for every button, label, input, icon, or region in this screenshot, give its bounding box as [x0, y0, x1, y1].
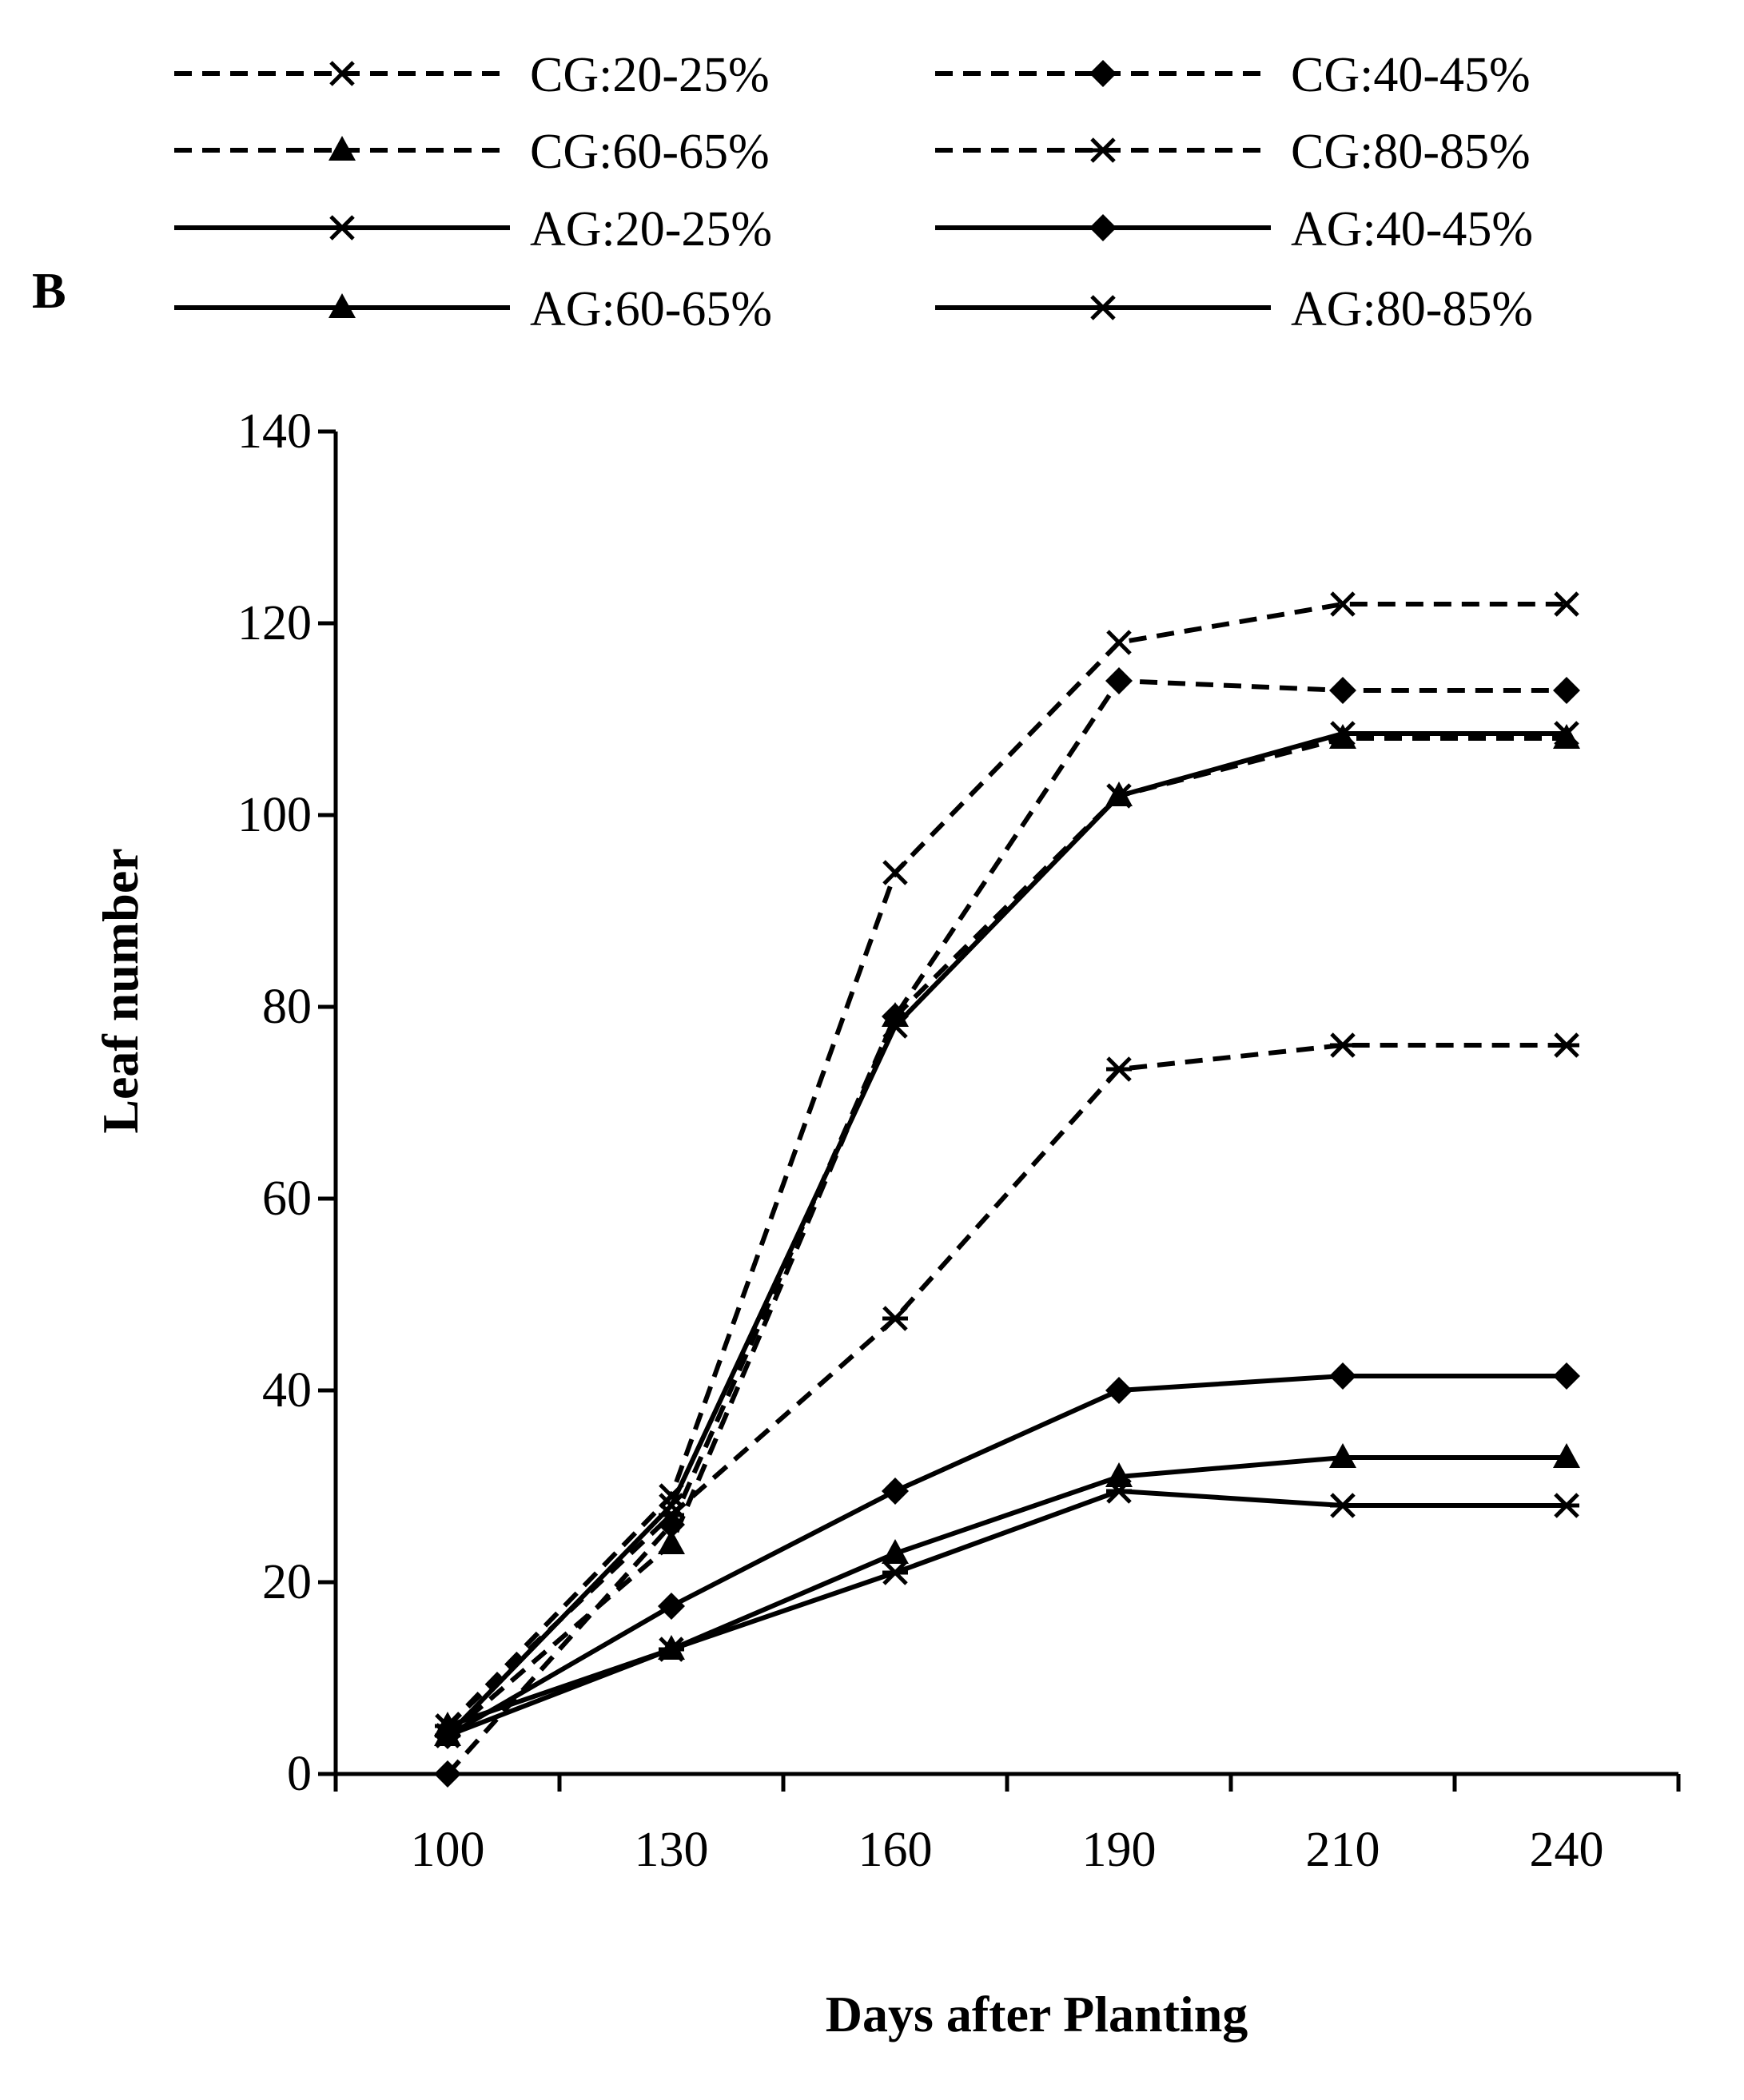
- y-tick-label: 100: [237, 788, 312, 842]
- x-tick-label: 240: [1530, 1823, 1604, 1877]
- legend-marker: [329, 61, 355, 86]
- series-cg-60-65-: [434, 724, 1580, 1746]
- legend-label: CG:80-85%: [1291, 125, 1531, 179]
- legend-label: CG:40-45%: [1291, 48, 1531, 102]
- data-point: [1554, 1493, 1579, 1518]
- series-line: [446, 1489, 1567, 1738]
- data-point: [1329, 1362, 1356, 1390]
- legend: CG:20-25% CG:40-45% CG:60-65% CG:80-85% AG:2…: [174, 48, 1533, 336]
- x-axis-title: Days after Planting: [826, 1986, 1248, 2042]
- series-ag-60-65-: [434, 1443, 1580, 1736]
- legend-item: CG:60-65%: [174, 125, 770, 179]
- data-point: [1105, 1462, 1133, 1487]
- y-tick-label: 80: [262, 980, 312, 1034]
- legend-label: AG:60-65%: [530, 282, 772, 336]
- data-point: [1106, 783, 1132, 809]
- x-tick-label: 100: [411, 1823, 485, 1877]
- series-cg-80-85-: [435, 1032, 1579, 1739]
- data-point: [1106, 630, 1132, 655]
- data-point: [882, 1478, 909, 1505]
- legend-item: AG:20-25%: [174, 202, 772, 257]
- series-line: [445, 678, 1567, 1776]
- series-line: [445, 602, 1567, 1728]
- x-tick-label: 210: [1306, 1823, 1380, 1877]
- x-tick-label: 160: [858, 1823, 933, 1877]
- data-point: [658, 1529, 685, 1554]
- data-point: [435, 1723, 460, 1748]
- data-point: [1554, 1032, 1579, 1058]
- series-ag-80-85-: [435, 1478, 1579, 1748]
- data-point: [882, 1013, 908, 1039]
- data-point: [882, 1560, 908, 1585]
- data-point: [1329, 1443, 1356, 1468]
- y-tick-label: 60: [262, 1171, 312, 1226]
- data-point: [1554, 721, 1579, 746]
- legend-item: AG:40-45%: [935, 202, 1533, 257]
- y-axis-title: Leaf number: [92, 848, 149, 1133]
- data-point: [1330, 1032, 1356, 1058]
- data-point: [1329, 677, 1356, 704]
- legend-marker: [1089, 214, 1117, 241]
- legend-marker: [1090, 295, 1116, 320]
- y-tick-label: 140: [237, 404, 312, 459]
- series-line: [447, 1455, 1567, 1728]
- axes: 0 20 40 60 80 100 120 140 100 130 160 190 210 240: [237, 404, 1681, 1877]
- legend-marker: [329, 215, 355, 241]
- data-point: [882, 1306, 908, 1331]
- legend-label: CG:20-25%: [530, 48, 770, 102]
- legend-marker: [328, 136, 356, 161]
- legend-label: CG:60-65%: [530, 125, 770, 179]
- legend-label: AG:20-25%: [530, 202, 772, 257]
- data-point: [1105, 1377, 1133, 1404]
- legend-marker: [328, 293, 356, 318]
- y-tick-label: 20: [262, 1555, 312, 1609]
- panel-label: B: [32, 262, 66, 319]
- legend-label: AG:40-45%: [1291, 202, 1533, 257]
- legend-item: AG:80-85%: [935, 282, 1533, 336]
- legend-item: CG:20-25%: [174, 48, 770, 102]
- data-point: [882, 860, 908, 885]
- data-point: [1105, 667, 1133, 694]
- series-ag-20-25-: [435, 721, 1579, 1748]
- series-line: [446, 1374, 1567, 1738]
- y-tick-label: 0: [287, 1747, 312, 1801]
- data-point: [1106, 1056, 1132, 1082]
- data-point: [882, 1539, 909, 1564]
- data-point: [1330, 591, 1356, 617]
- legend-marker: [1089, 60, 1117, 87]
- legend-marker: [1090, 137, 1116, 163]
- legend-label: AG:80-85%: [1291, 282, 1533, 336]
- series-cg-20-25-: [435, 591, 1579, 1739]
- data-point: [1553, 1362, 1580, 1390]
- data-point: [434, 1760, 461, 1788]
- data-point: [659, 1637, 684, 1662]
- data-point: [1553, 1443, 1580, 1468]
- series-ag-40-45-: [434, 1362, 1580, 1749]
- data-point: [1330, 1493, 1356, 1518]
- data-point: [1330, 721, 1356, 746]
- legend-item: CG:80-85%: [935, 125, 1531, 179]
- y-tick-label: 40: [262, 1363, 312, 1418]
- data-point: [1106, 1478, 1132, 1504]
- x-tick-label: 130: [635, 1823, 709, 1877]
- y-tick-label: 120: [237, 596, 312, 650]
- series-cg-40-45-: [434, 667, 1580, 1788]
- legend-item: CG:40-45%: [935, 48, 1531, 102]
- data-point: [1554, 591, 1579, 617]
- series-line: [445, 731, 1567, 1738]
- series-line: [445, 1043, 1567, 1728]
- x-tick-label: 190: [1082, 1823, 1157, 1877]
- data-point: [659, 1493, 684, 1518]
- data-point: [1553, 677, 1580, 704]
- legend-item: AG:60-65%: [174, 282, 772, 336]
- data-point: [658, 1593, 685, 1620]
- plot-area: [434, 591, 1580, 1788]
